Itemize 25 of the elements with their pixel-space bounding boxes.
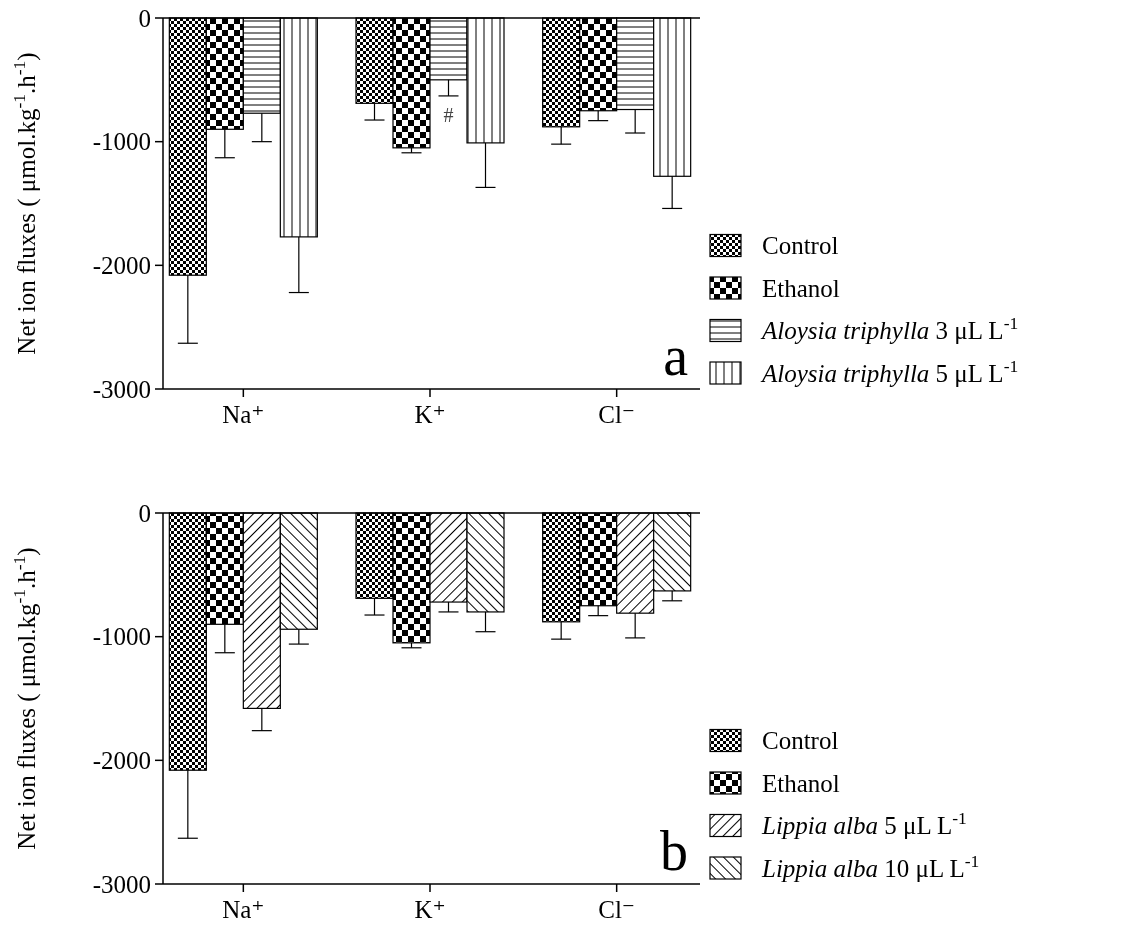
y-tick-label: 0	[138, 4, 151, 32]
y-tick-label: -3000	[92, 375, 151, 403]
x-tick-label: K⁺	[414, 401, 446, 428]
legend-label: Control	[762, 727, 839, 755]
y-tick-label: -1000	[92, 623, 151, 651]
annotation: b	[660, 820, 688, 882]
y-tick-label: -3000	[92, 870, 151, 898]
annotation: a	[663, 325, 689, 387]
x-tick-label: Na⁺	[222, 896, 265, 923]
x-tick-label: K⁺	[414, 896, 446, 923]
annotation: #	[443, 103, 454, 126]
y-tick-label: -2000	[92, 252, 151, 280]
legend-label: Control	[762, 232, 839, 260]
legend-label: Ethanol	[762, 274, 840, 302]
legend-label: Aloysia triphylla 5 μL L$^{-1}$	[760, 355, 1019, 387]
y-tick-label: -2000	[92, 747, 151, 775]
legend-label: Ethanol	[762, 769, 840, 797]
x-tick-label: Cl⁻	[598, 896, 636, 923]
y-tick-label: 0	[138, 499, 151, 527]
legend-label: Aloysia triphylla 3 μL L$^{-1}$	[760, 313, 1019, 345]
legend-label: Lippia alba 10 μL L$^{-1}$	[761, 850, 980, 882]
x-tick-label: Cl⁻	[598, 401, 636, 428]
x-tick-label: Na⁺	[222, 401, 265, 428]
legend-label: Lippia alba 5 μL L$^{-1}$	[761, 808, 967, 840]
y-tick-label: -1000	[92, 128, 151, 156]
